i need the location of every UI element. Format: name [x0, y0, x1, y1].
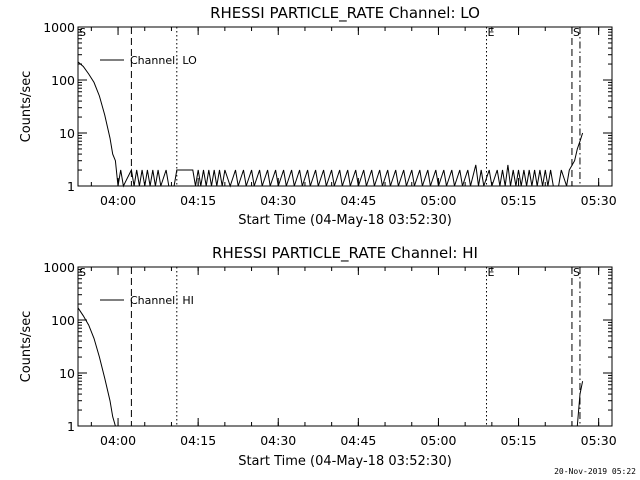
legend-label: Channel: HI: [130, 294, 194, 307]
x-tick-label: 05:00: [420, 193, 456, 208]
x-tick-label: 05:30: [581, 193, 617, 208]
plot-frame: [77, 266, 613, 427]
y-axis-label: Counts/sec: [19, 71, 34, 143]
event-marker-label: E: [488, 266, 495, 279]
x-tick-label: 04:15: [180, 193, 216, 208]
y-axis-label: Counts/sec: [19, 311, 34, 383]
event-marker-label: S: [573, 266, 580, 279]
x-tick-label: 04:00: [100, 193, 136, 208]
x-tick-label: 04:30: [260, 433, 296, 448]
x-tick-label: 05:00: [420, 433, 456, 448]
y-tick-label: 100: [51, 313, 75, 328]
event-marker-label: S: [79, 26, 86, 39]
y-tick-label: 1: [67, 419, 75, 434]
x-tick-label: 04:00: [100, 433, 136, 448]
event-marker-label: S: [573, 26, 580, 39]
chart-title: RHESSI PARTICLE_RATE Channel: HI: [212, 244, 478, 263]
y-tick-label: 10: [59, 366, 75, 381]
y-tick-label: 1000: [43, 260, 75, 275]
y-tick-label: 10: [59, 126, 75, 141]
x-axis-label: Start Time (04-May-18 03:52:30): [238, 454, 452, 469]
legend-label: Channel: LO: [130, 54, 197, 67]
footer-timestamp: 20-Nov-2019 05:22: [554, 467, 636, 476]
y-tick-label: 1: [67, 179, 75, 194]
x-tick-label: 04:45: [340, 433, 376, 448]
y-tick-label: 100: [51, 73, 75, 88]
x-tick-label: 05:15: [501, 193, 537, 208]
event-marker-label: S: [79, 266, 86, 279]
x-axis-label: Start Time (04-May-18 03:52:30): [238, 213, 452, 228]
x-tick-label: 04:15: [180, 433, 216, 448]
x-tick-label: 04:45: [340, 193, 376, 208]
x-tick-label: 05:30: [581, 433, 617, 448]
event-marker-label: E: [488, 26, 495, 39]
series-line: [77, 307, 584, 427]
chart-title: RHESSI PARTICLE_RATE Channel: LO: [210, 4, 480, 23]
plot-frame: [77, 26, 613, 187]
x-tick-label: 04:30: [260, 193, 296, 208]
y-tick-label: 1000: [43, 20, 75, 35]
x-tick-label: 05:15: [501, 433, 537, 448]
series-line: [77, 61, 584, 188]
